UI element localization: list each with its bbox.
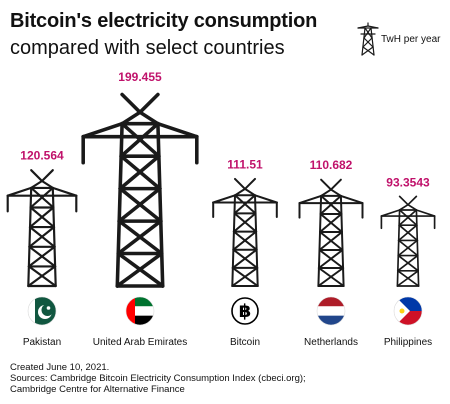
pylon-bar-netherlands (298, 178, 364, 287)
svg-text:฿: ฿ (239, 301, 252, 321)
category-label-philippines: Philippines (384, 337, 432, 348)
category-label-united-arab-emirates: United Arab Emirates (93, 337, 188, 348)
pylon-bar-united-arab-emirates (81, 92, 199, 288)
pylon-bar-pakistan (6, 169, 78, 288)
pylon-bar-bitcoin (212, 177, 278, 287)
category-label-pakistan: Pakistan (23, 337, 61, 348)
netherlands-flag-icon (316, 296, 346, 326)
category-label-netherlands: Netherlands (304, 337, 358, 348)
sources-note: Sources: Cambridge Bitcoin Electricity C… (10, 373, 306, 384)
uae-flag-icon (125, 296, 155, 326)
chart-subtitle: compared with select countries (10, 37, 285, 59)
sources-note-2: Cambridge Centre for Alternative Finance (10, 384, 185, 395)
category-label-bitcoin: Bitcoin (230, 337, 260, 348)
power-pylon-icon (357, 22, 379, 56)
footnotes: Created June 10, 2021. Sources: Cambridg… (10, 362, 440, 395)
chart-title: Bitcoin's electricity consumption (10, 10, 318, 32)
value-label-bitcoin: 111.51 (227, 157, 263, 171)
legend-label: TwH per year (381, 34, 441, 45)
pakistan-flag-icon (27, 296, 57, 326)
legend: TwH per year (356, 22, 448, 56)
pylon-bar-philippines (380, 195, 436, 287)
created-note: Created June 10, 2021. (10, 362, 110, 373)
value-label-united-arab-emirates: 199.455 (118, 70, 162, 84)
value-label-netherlands: 110.682 (310, 158, 353, 172)
philippines-flag-icon (393, 296, 423, 326)
value-label-philippines: 93.3543 (386, 175, 430, 189)
value-label-pakistan: 120.564 (20, 148, 64, 162)
bitcoin-logo-icon: ฿ (231, 297, 259, 325)
